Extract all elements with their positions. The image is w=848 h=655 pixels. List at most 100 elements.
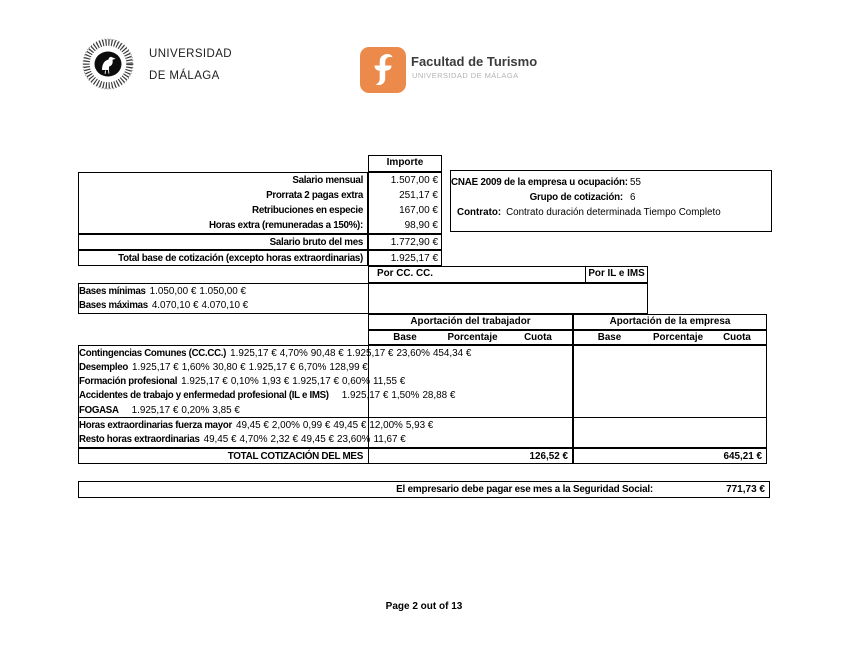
worker-base: 49,45 € (235, 420, 269, 432)
bases-cc-value: 1.050,00 € (149, 285, 197, 297)
contract-label: Contrato: (457, 207, 502, 218)
gross-salary-value: 1.772,90 € (390, 236, 438, 248)
salary-labels-box: Salario mensual Prorrata 2 pagas extra R… (78, 172, 368, 234)
contract-line: Contrato: Contrato duración determinada … (451, 205, 771, 220)
company-base: 1.925,17 € (248, 361, 296, 373)
gross-salary-label: Salario bruto del mes (269, 236, 364, 248)
bases-header-row: Por CC. CC. Por IL e IMS (368, 266, 648, 283)
worker-quota: 90,48 € (310, 347, 344, 359)
company-pct: 12,00% (369, 420, 403, 432)
bases-divider-line (367, 284, 369, 313)
worker-quota: 2,32 € (270, 434, 299, 446)
contrib-total-row: TOTAL COTIZACIÓN DEL MES 126,52 € 645,21… (78, 448, 767, 464)
uma-wordmark-line1: UNIVERSIDAD (149, 48, 232, 60)
company-pct-header: Porcentaje (652, 332, 704, 343)
total-base-label: Total base de cotización (excepto horas … (118, 252, 363, 264)
worker-pct: 2,00% (271, 420, 300, 432)
faculty-subtitle: UNIVERSIDAD DE MÁLAGA (412, 71, 519, 80)
bases-il-value: 1.050,00 € (199, 285, 247, 297)
contrib-group-header-row: Aportación del trabajador Aportación de … (368, 314, 767, 330)
bases-table: Bases mínimas 1.050,00 € 1.050,00 € Base… (78, 283, 648, 314)
summary-value: 771,73 € (726, 484, 765, 495)
bases-cc-value: 4.070,10 € (151, 300, 199, 312)
row-label: Horas extraordinarias fuerza mayor (79, 420, 232, 432)
company-base: 1.925,17 € (292, 376, 339, 388)
company-quota: 454,34 € (432, 347, 472, 359)
salary-values-box: 1.507,00 € 251,17 € 167,00 € 98,90 € (368, 172, 442, 234)
company-base: 1.925,17 € (341, 390, 389, 402)
company-pct: 23,60% (396, 347, 430, 359)
worker-pct-header: Porcentaje (447, 332, 498, 343)
total-base-label-box: Total base de cotización (excepto horas … (78, 250, 368, 266)
company-pct: 1,50% (391, 390, 420, 402)
company-quota: 5,93 € (405, 420, 434, 432)
contract-value: Contrato duración determinada Tiempo Com… (506, 207, 721, 218)
summary-label: El empresario debe pagar ese mes a la Se… (396, 484, 653, 495)
worker-quota-header: Cuota (524, 332, 552, 343)
group-value: 6 (630, 192, 636, 203)
page-number: Page 2 out of 13 (385, 601, 463, 612)
table-row: Formación profesional 1.925,17 € 0,10% 1… (79, 375, 766, 389)
company-base-header: Base (597, 332, 622, 343)
total-base-value: 1.925,17 € (390, 252, 438, 264)
faculty-name: Facultad de Turismo (411, 54, 538, 69)
worker-pct: 4,70% (239, 434, 268, 446)
worker-base: 1.925,17 € (132, 361, 179, 373)
company-quota: 128,99 € (329, 361, 368, 373)
row-label: Formación profesional (79, 376, 178, 388)
uma-wordmark-line2: DE MÁLAGA (149, 70, 220, 82)
table-row: Contingencias Comunes (CC.CC.) 1.925,17 … (79, 346, 766, 360)
total-company-quota: 645,21 € (723, 450, 762, 462)
gross-salary-label-box: Salario bruto del mes (78, 234, 368, 250)
contrib-data-table: Contingencias Comunes (CC.CC.) 1.925,17 … (78, 345, 767, 448)
company-pct: 23,60% (336, 434, 371, 446)
turismo-logo-icon (360, 47, 406, 93)
salary-row-value: 98,90 € (404, 220, 438, 231)
row-label: FOGASA (79, 404, 119, 416)
company-base: 1.925,17 € (346, 347, 394, 359)
gross-salary-value-box: 1.772,90 € (368, 234, 442, 250)
worker-quota: 0,99 € (302, 420, 331, 432)
cnae-label: CNAE 2009 de la empresa u ocupación: (451, 177, 628, 188)
company-quota: 11,55 € (373, 376, 406, 388)
group-label: Grupo de cotización: (529, 192, 624, 203)
worker-pct: 4,70% (279, 347, 308, 359)
cnae-value: 55 (630, 177, 641, 188)
salary-row-value: 251,17 € (399, 190, 438, 201)
salary-row-label: Horas extra (remuneradas a 150%): (208, 220, 363, 231)
contrib-center-divider (572, 346, 574, 447)
company-quota-header: Cuota (723, 332, 751, 343)
salary-row-value: 1.507,00 € (390, 175, 438, 186)
company-base: 49,45 € (333, 420, 367, 432)
salary-row-label: Retribuciones en especie (252, 205, 363, 216)
company-quota: 11,67 € (373, 434, 406, 446)
table-row: Accidentes de trabajo y enfermedad profe… (79, 389, 766, 403)
company-quota: 3,85 € (212, 404, 240, 416)
bases-row-label: Bases mínimas (79, 285, 146, 297)
bases-row-label: Bases máximas (79, 300, 148, 312)
contrib-subheader-row: Base Porcentaje Cuota Base Porcentaje Cu… (368, 330, 767, 345)
worker-base: 1.925,17 € (230, 347, 277, 359)
row-label: Desempleo (79, 361, 128, 373)
worker-quota: 30,80 € (212, 361, 246, 373)
worker-pct: 0,10% (230, 376, 259, 388)
bases-il-value: 4.070,10 € (201, 300, 249, 312)
summary-bar: El empresario debe pagar ese mes a la Se… (78, 481, 770, 498)
contrib-label-divider (367, 346, 369, 447)
worker-group-header: Aportación del trabajador (369, 315, 574, 329)
worker-quota: 1,93 € (261, 376, 290, 388)
salary-row-label: Prorrata 2 pagas extra (266, 190, 363, 201)
contrib-subheader-divider (572, 331, 574, 344)
company-group-header: Aportación de la empresa (609, 316, 731, 327)
worker-base-header: Base (393, 332, 417, 343)
company-pct: 0,60% (341, 376, 370, 388)
company-pct: 6,70% (298, 361, 327, 373)
worker-pct: 1,60% (181, 361, 210, 373)
worker-base: 49,45 € (203, 434, 237, 446)
bases-row: Bases máximas 4.070,10 € 4.070,10 € (79, 299, 647, 314)
row-label: Contingencias Comunes (CC.CC.) (79, 347, 227, 359)
cnae-line: CNAE 2009 de la empresa u ocupación: 55 (451, 175, 771, 190)
bases-il-header: Por IL e IMS (588, 268, 645, 279)
uma-seal-icon (82, 38, 134, 90)
total-worker-quota: 126,52 € (529, 450, 568, 462)
